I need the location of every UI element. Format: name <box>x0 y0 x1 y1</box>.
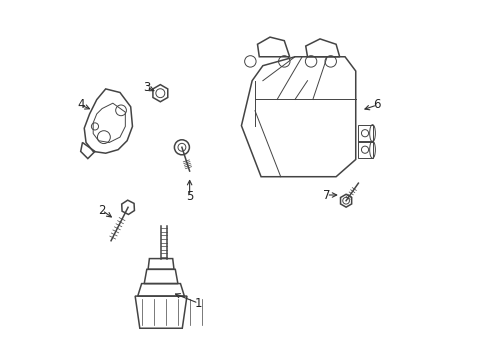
Text: 7: 7 <box>323 189 330 202</box>
Text: 4: 4 <box>77 99 84 112</box>
Text: 2: 2 <box>98 204 106 217</box>
Text: 5: 5 <box>186 190 194 203</box>
Text: 3: 3 <box>143 81 150 94</box>
Bar <box>358 141 372 158</box>
Text: 6: 6 <box>373 99 381 112</box>
Text: 1: 1 <box>195 297 202 310</box>
Bar <box>358 125 372 142</box>
